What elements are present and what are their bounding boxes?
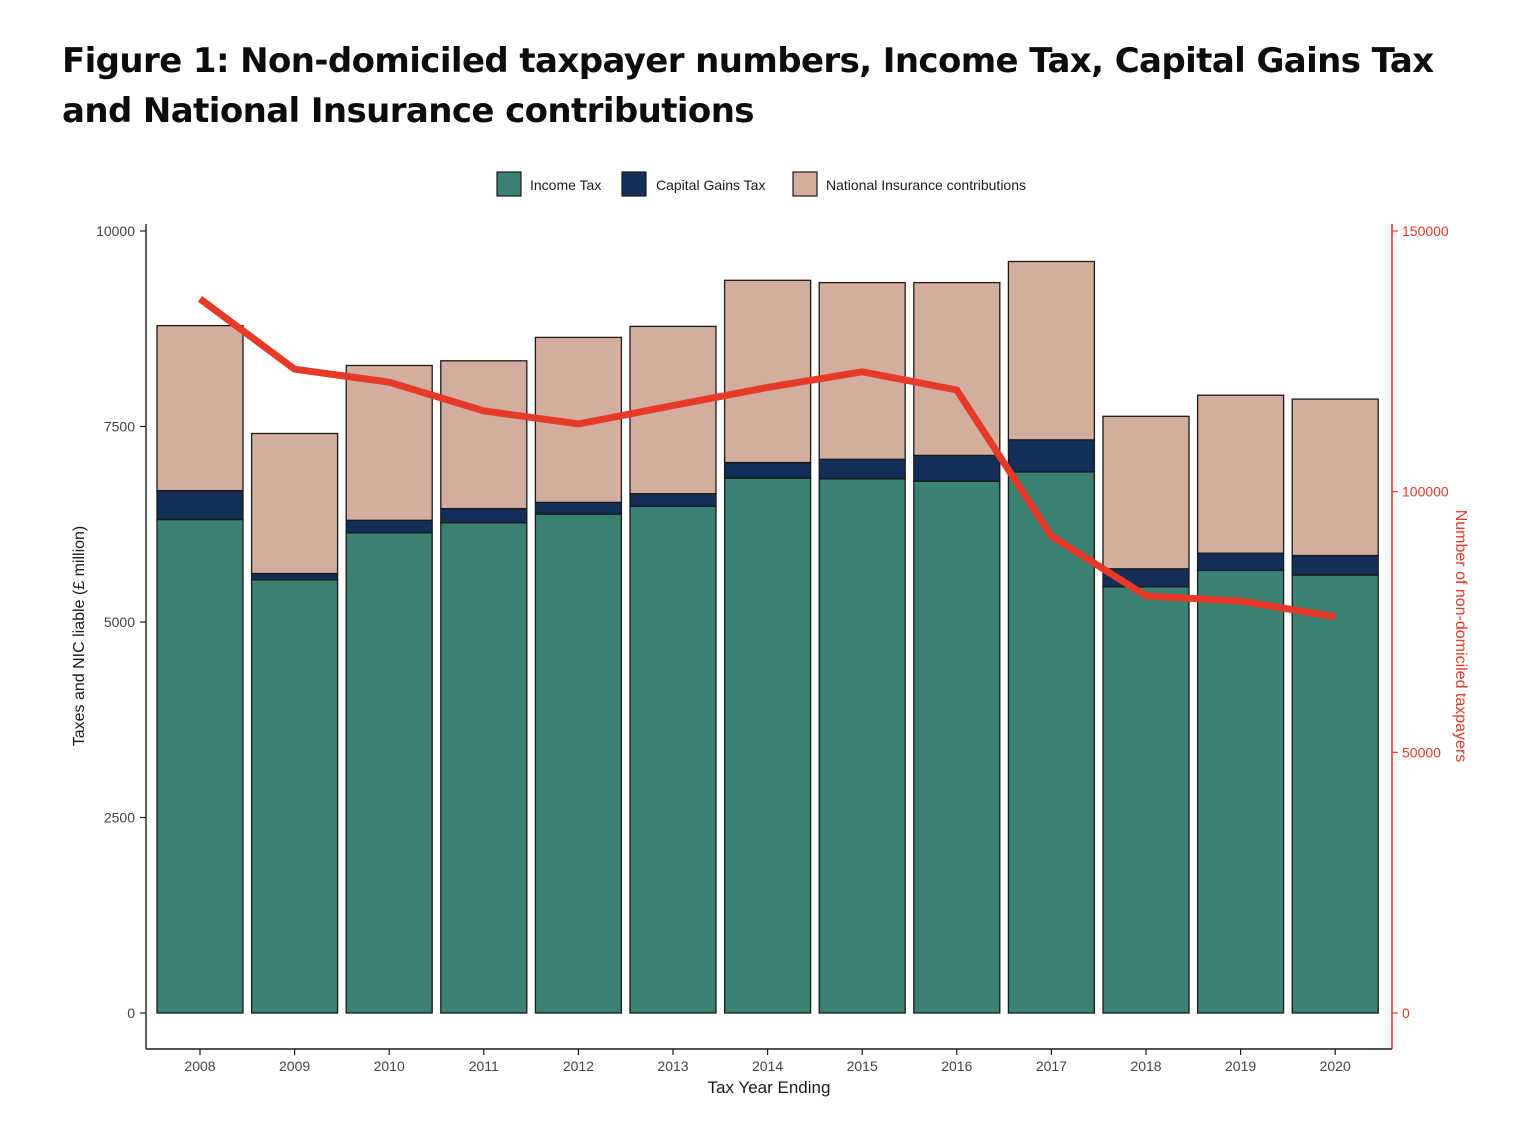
capital-gains-tax-bar-2012 — [534, 501, 623, 515]
x-tick-label-2011: 2011 — [469, 1058, 499, 1074]
income-tax-bar-2016 — [913, 480, 1001, 1014]
income-tax-bar-2010 — [345, 532, 433, 1014]
y-axis-title: Taxes and NIC liable (£ million) — [71, 526, 88, 747]
legend-label-income-tax: Income Tax — [530, 177, 601, 193]
national-insurance-bar-2009 — [250, 432, 339, 575]
national-insurance-bar-2008 — [156, 324, 244, 492]
national-insurance-bar-2019 — [1196, 394, 1285, 554]
x-tick-label-2019: 2019 — [1225, 1058, 1256, 1074]
income-tax-bar-2009 — [250, 579, 339, 1014]
capital-gains-tax-bar-2016 — [913, 454, 1001, 482]
capital-gains-tax-bar-2009 — [250, 572, 339, 581]
x-tick-label-2016: 2016 — [941, 1058, 972, 1074]
axes: 0250050007500100000500001000001500002008… — [71, 223, 1469, 1097]
y2-axis-title: Number of non-domiciled taxpayers — [1452, 510, 1469, 763]
capital-gains-tax-bar-2017 — [1007, 439, 1096, 473]
capital-gains-tax-bar-2008 — [156, 489, 244, 521]
x-tick-label-2008: 2008 — [184, 1058, 215, 1074]
legend-swatch-capital-gains-tax — [621, 171, 647, 197]
capital-gains-tax-bar-2014 — [723, 461, 812, 479]
legend-label-capital-gains-tax: Capital Gains Tax — [656, 177, 765, 193]
y2-tick-label-100000: 100000 — [1402, 484, 1449, 500]
income-tax-bar-2014 — [723, 477, 812, 1014]
capital-gains-tax-bar-2020 — [1291, 554, 1379, 576]
capital-gains-tax-bar-2015 — [818, 458, 906, 480]
x-tick-label-2017: 2017 — [1036, 1058, 1067, 1074]
x-axis-title: Tax Year Ending — [708, 1078, 831, 1097]
x-tick-label-2020: 2020 — [1320, 1058, 1351, 1074]
income-tax-bar-2017 — [1007, 471, 1096, 1014]
x-tick-label-2013: 2013 — [657, 1058, 688, 1074]
x-tick-label-2010: 2010 — [374, 1058, 405, 1074]
income-tax-bar-2015 — [818, 478, 906, 1014]
x-tick-label-2018: 2018 — [1130, 1058, 1161, 1074]
y-tick-label-10000: 10000 — [96, 223, 135, 239]
income-tax-bar-2019 — [1196, 569, 1285, 1014]
income-tax-bar-2013 — [629, 505, 717, 1014]
x-tick-label-2014: 2014 — [752, 1058, 783, 1074]
line-layer — [197, 295, 1336, 621]
national-insurance-bar-2017 — [1007, 260, 1096, 441]
x-tick-label-2009: 2009 — [279, 1058, 310, 1074]
legend: Income Tax Capital Gains Tax National Insu… — [496, 171, 1026, 197]
legend-swatch-income-tax — [496, 171, 522, 197]
figure-title: Figure 1: Non-domiciled taxpayer numbers… — [62, 41, 1434, 131]
x-tick-label-2015: 2015 — [847, 1058, 878, 1074]
income-tax-bar-2018 — [1102, 586, 1190, 1014]
y-tick-label-5000: 5000 — [104, 614, 135, 630]
y2-tick-label-0: 0 — [1402, 1005, 1410, 1021]
national-insurance-bar-2020 — [1291, 398, 1379, 557]
national-insurance-bar-2018 — [1102, 415, 1190, 570]
capital-gains-tax-bar-2010 — [345, 519, 433, 534]
capital-gains-tax-bar-2013 — [629, 493, 717, 507]
national-insurance-bar-2011 — [440, 360, 528, 510]
legend-label-national-insurance: National Insurance contributions — [826, 177, 1026, 193]
taxpayers-line — [197, 295, 1336, 621]
national-insurance-bar-2014 — [723, 279, 812, 464]
y-tick-label-0: 0 — [127, 1005, 135, 1021]
x-tick-label-2012: 2012 — [563, 1058, 594, 1074]
y2-tick-label-50000: 50000 — [1402, 744, 1441, 760]
income-tax-bar-2012 — [534, 513, 623, 1014]
capital-gains-tax-bar-2011 — [440, 507, 528, 524]
legend-swatch-national-insurance — [792, 171, 818, 197]
capital-gains-tax-bar-2019 — [1196, 552, 1285, 572]
income-tax-bar-2020 — [1291, 574, 1379, 1014]
income-tax-bar-2008 — [156, 518, 244, 1014]
y2-tick-label-150000: 150000 — [1402, 223, 1449, 239]
national-insurance-bar-2016 — [913, 281, 1001, 457]
y-tick-label-2500: 2500 — [104, 810, 135, 826]
income-tax-bar-2011 — [440, 522, 528, 1014]
y-tick-label-7500: 7500 — [104, 419, 135, 435]
